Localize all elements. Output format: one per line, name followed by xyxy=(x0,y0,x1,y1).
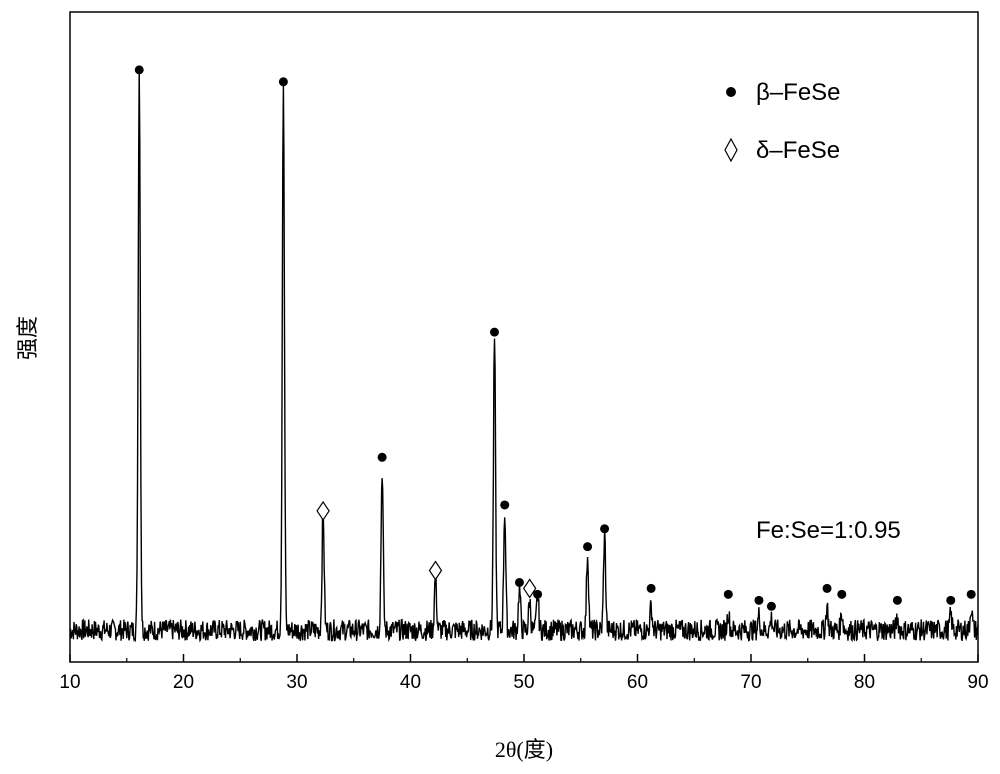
x-tick-label: 20 xyxy=(173,672,194,693)
beta-fese-marker xyxy=(583,542,592,551)
delta-fese-marker xyxy=(429,562,441,580)
beta-fese-marker xyxy=(967,590,976,599)
xrd-pattern-line xyxy=(70,69,978,641)
beta-fese-marker xyxy=(837,590,846,599)
legend-delta-label: δ–FeSe xyxy=(756,137,840,164)
beta-fese-marker xyxy=(647,584,656,593)
x-axis-ticks: 10 20 30 40 50 60 70 80 90 xyxy=(59,654,988,693)
beta-fese-marker xyxy=(500,500,509,509)
legend-beta-label: β–FeSe xyxy=(756,79,841,106)
beta-fese-marker xyxy=(946,596,955,605)
beta-fese-marker xyxy=(378,453,387,462)
beta-fese-marker xyxy=(823,584,832,593)
beta-fese-marker xyxy=(600,524,609,533)
x-tick-label: 10 xyxy=(59,672,80,693)
beta-fese-marker xyxy=(490,328,499,337)
legend: β–FeSe δ–FeSe xyxy=(725,79,841,164)
x-tick-label: 30 xyxy=(286,672,307,693)
x-tick-label: 60 xyxy=(627,672,648,693)
plot-frame xyxy=(70,12,978,662)
x-tick-label: 40 xyxy=(400,672,421,693)
beta-fese-marker xyxy=(533,590,542,599)
beta-fese-marker xyxy=(279,77,288,86)
delta-fese-marker xyxy=(317,502,329,520)
y-axis-title: 强度 xyxy=(15,316,40,360)
beta-fese-marker xyxy=(754,596,763,605)
x-tick-label: 70 xyxy=(740,672,761,693)
beta-fese-marker xyxy=(515,578,524,587)
beta-fese-marker xyxy=(724,590,733,599)
x-tick-label: 90 xyxy=(967,672,988,693)
x-axis-title: 2θ(度) xyxy=(495,737,553,762)
beta-fese-marker xyxy=(893,596,902,605)
composition-annotation: Fe:Se=1:0.95 xyxy=(756,517,901,544)
beta-fese-marker xyxy=(767,602,776,611)
x-tick-label: 80 xyxy=(854,672,875,693)
legend-beta-marker xyxy=(726,87,736,97)
beta-fese-marker xyxy=(135,65,144,74)
x-tick-label: 50 xyxy=(513,672,534,693)
legend-delta-marker xyxy=(725,139,737,161)
